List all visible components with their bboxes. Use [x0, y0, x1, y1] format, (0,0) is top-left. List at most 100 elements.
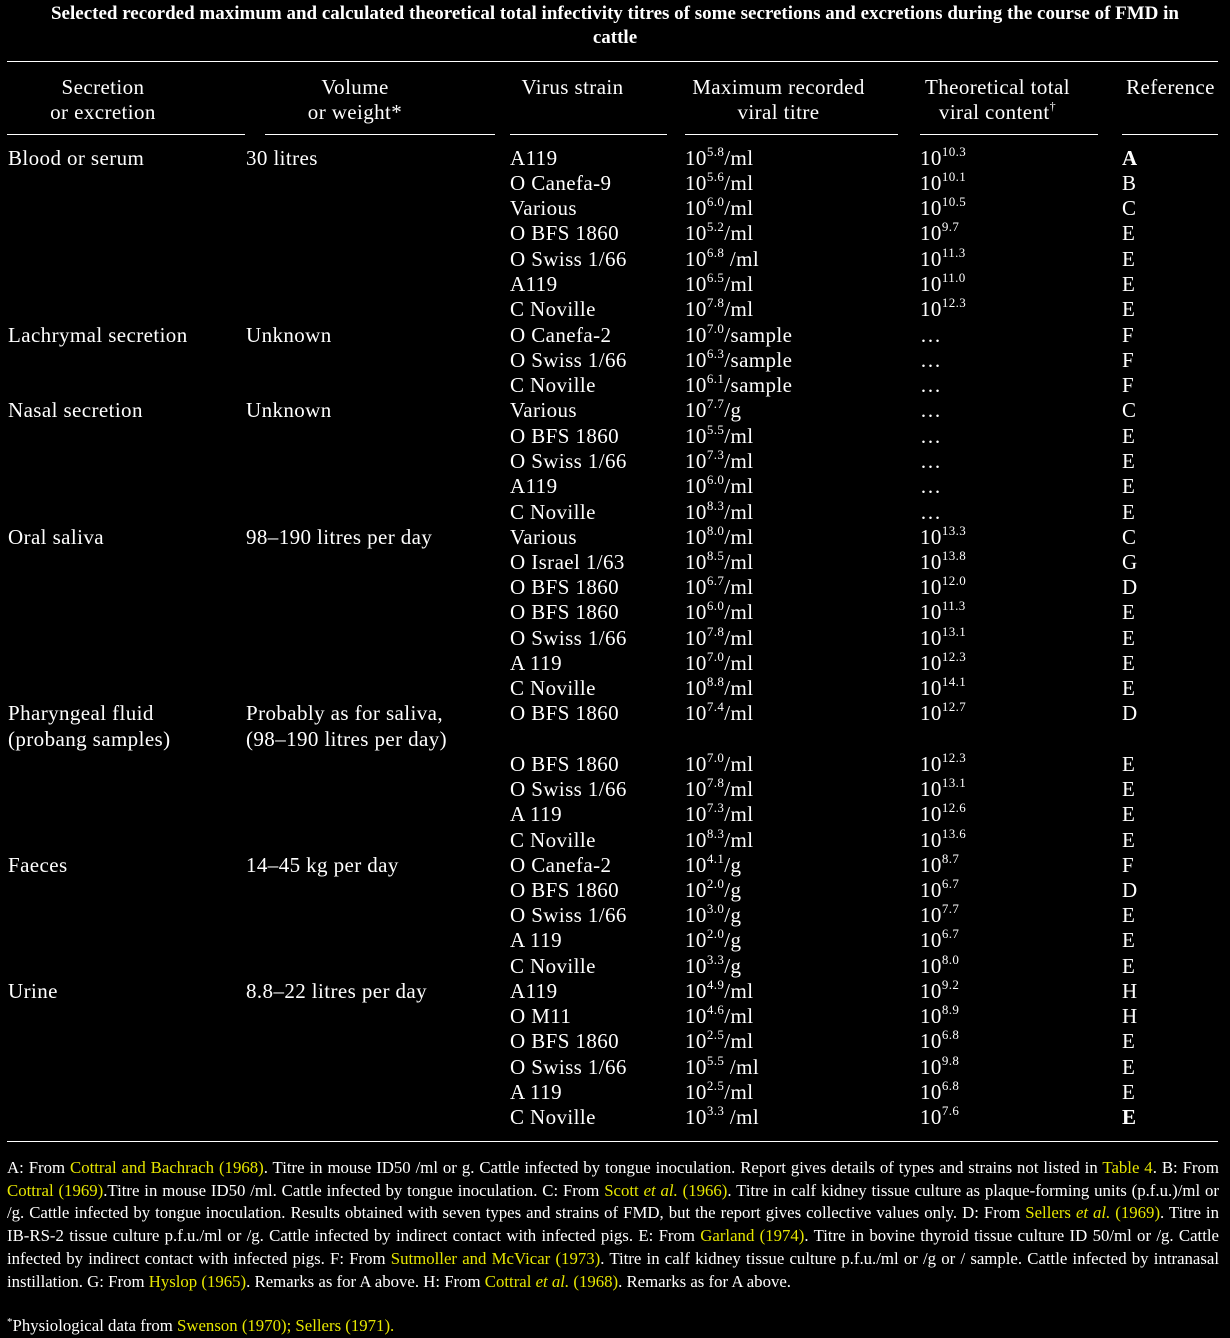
titre-exponent: 8.5 — [706, 548, 725, 563]
citation-link[interactable]: Cottral — [484, 1271, 536, 1291]
titre-base: 10 — [685, 802, 707, 826]
titre-base: 10 — [685, 575, 707, 599]
total-base: 10 — [920, 221, 942, 245]
total-cell: 1013.8 — [920, 548, 966, 577]
titre-exponent: 6.1 — [706, 371, 725, 386]
volume-value: Probably as for saliva, — [246, 701, 443, 725]
total-exponent: 6.8 — [941, 1027, 960, 1042]
total-cell: 108.7 — [920, 851, 959, 880]
total-exponent: 12.3 — [941, 295, 967, 310]
secretion-name: (probang samples) — [8, 727, 171, 751]
citation-link[interactable]: Cottral (1969) — [7, 1180, 104, 1200]
citation-link[interactable]: Table 4 — [1102, 1158, 1153, 1177]
volume-value: 30 litres — [246, 146, 318, 170]
citation-link[interactable]: Garland (1974) — [700, 1226, 805, 1246]
titre-base: 10 — [685, 600, 707, 624]
header-secretion-line-2: or excretion — [50, 100, 156, 124]
total-base: 10 — [920, 701, 942, 725]
titre-base: 10 — [685, 1055, 707, 1079]
strain-cell: O Swiss 1/66 — [510, 348, 627, 372]
titre-base: 10 — [685, 297, 707, 321]
reference-cell: E — [1122, 626, 1136, 650]
strain-cell: O Swiss 1/66 — [510, 626, 627, 650]
titre-base: 10 — [685, 474, 707, 498]
total-cell: 1014.1 — [920, 674, 966, 703]
reference-cell: E — [1122, 1055, 1136, 1079]
citation-link[interactable]: Sellers — [1025, 1203, 1076, 1223]
header-rule-secretion — [7, 134, 245, 135]
citation-link[interactable]: Scott — [604, 1180, 644, 1200]
citation-link[interactable]: (1969) — [1110, 1203, 1161, 1223]
citation-link[interactable]: et al. — [535, 1271, 570, 1291]
citation-link[interactable]: et al. — [1075, 1203, 1111, 1223]
titre-unit: /ml — [724, 676, 754, 700]
total-cell: 1012.3 — [920, 750, 966, 779]
header-reference: Reference — [1118, 75, 1223, 100]
titre-exponent: 6.0 — [706, 472, 725, 487]
reference-cell: E — [1122, 272, 1136, 296]
titre-base: 10 — [685, 878, 707, 902]
top-rule — [7, 61, 1218, 62]
total-exponent: 9.7 — [941, 219, 960, 234]
footnote-text: . Titre in bovine thyroid tissue culture… — [7, 1226, 1219, 1268]
titre-base: 10 — [685, 449, 707, 473]
titre-base: 10 — [685, 1105, 707, 1129]
total-unknown: … — [920, 348, 942, 372]
total-exponent: 9.2 — [941, 977, 960, 992]
header-volume: Volume or weight* — [260, 75, 450, 125]
citation-link[interactable]: Sutmoller and McVicar (1973) — [390, 1248, 601, 1268]
citation-link[interactable]: (1966) — [677, 1180, 728, 1200]
citation-link[interactable]: Cottral and Bachrach (1968) — [70, 1158, 264, 1177]
total-base: 10 — [920, 297, 942, 321]
header-rule-strain — [510, 134, 667, 135]
total-base: 10 — [920, 651, 942, 675]
asterisk-mark: * — [7, 1316, 13, 1328]
citation-link[interactable]: et al. — [643, 1180, 678, 1200]
total-unknown: … — [920, 398, 942, 422]
citation-link[interactable]: (1968) — [569, 1271, 619, 1291]
titre-exponent: 7.0 — [706, 649, 725, 664]
total-unknown: … — [920, 373, 942, 397]
titre-unit: /ml — [724, 525, 754, 549]
titre-exponent: 5.5 — [706, 422, 725, 437]
citation-link[interactable]: Swenson (1970); Sellers (1971). — [177, 1316, 395, 1335]
titre-base: 10 — [685, 398, 707, 422]
total-cell: 1011.0 — [920, 270, 966, 299]
reference-cell: E — [1122, 449, 1136, 473]
reference-cell: C — [1122, 525, 1137, 549]
total-cell: 1012.0 — [920, 573, 966, 602]
titre-unit: /ml — [724, 196, 754, 220]
reference-cell: E — [1122, 297, 1136, 321]
titre-unit: /ml — [724, 651, 754, 675]
total-base: 10 — [920, 1080, 942, 1104]
total-base: 10 — [920, 979, 942, 1003]
titre-exponent: 6.8 — [706, 245, 725, 260]
secretion-name: Lachrymal secretion — [8, 323, 188, 347]
titre-base: 10 — [685, 626, 707, 650]
reference-cell: G — [1122, 550, 1138, 574]
strain-cell: O Swiss 1/66 — [510, 903, 627, 927]
strain-cell: O Swiss 1/66 — [510, 1055, 627, 1079]
titre-cell: 105.5/ml — [685, 422, 753, 451]
secretion-name: Faeces — [8, 853, 68, 877]
total-exponent: 10.5 — [941, 194, 967, 209]
total-cell: 1012.6 — [920, 800, 966, 829]
total-exponent: 9.8 — [941, 1053, 960, 1068]
total-cell: 1010.3 — [920, 144, 966, 173]
footnote-text: .Titre in mouse ID50 /ml. Cattle infecte… — [103, 1180, 605, 1200]
total-unknown: … — [920, 323, 942, 347]
total-unknown: … — [920, 424, 942, 448]
reference-cell: F — [1122, 323, 1135, 347]
citation-link[interactable]: Hyslop (1965) — [148, 1271, 247, 1291]
titre-unit: /ml — [724, 474, 754, 498]
footnote-text: . B: From — [1152, 1158, 1219, 1177]
titre-exponent: 6.0 — [706, 598, 725, 613]
total-cell: … — [920, 474, 941, 499]
volume-value: Unknown — [246, 398, 332, 422]
header-rule-titre — [685, 134, 898, 135]
strain-cell: C Noville — [510, 373, 596, 397]
titre-cell: 105.6/ml — [685, 169, 753, 198]
total-base: 10 — [920, 802, 942, 826]
titre-unit: /ml — [724, 1029, 754, 1053]
strain-cell: Various — [510, 196, 577, 220]
